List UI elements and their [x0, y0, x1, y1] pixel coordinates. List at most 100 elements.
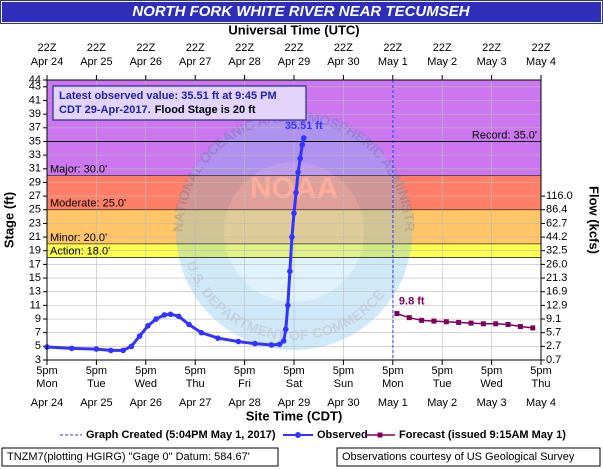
value-label: 35.51 ft: [285, 120, 323, 132]
title-bar: [0, 0, 603, 24]
y-tick-label: 7: [35, 327, 41, 339]
x2-tick-date: May 2: [427, 56, 457, 68]
x2-tick-label: 22Z: [235, 42, 254, 54]
y2-tick-label: 16.9: [546, 286, 567, 298]
observed-point: [285, 302, 291, 309]
x-tick-day: Thu: [186, 378, 205, 390]
y-tick-label: 11: [30, 299, 41, 311]
x2-tick-date: Apr 30: [327, 56, 359, 68]
x2-axis-title: Universal Time (UTC): [228, 22, 359, 37]
x2-tick-label: 22Z: [38, 42, 57, 54]
observed-point: [108, 347, 114, 354]
x2-tick-date: Apr 26: [130, 56, 162, 68]
chart-title: NORTH FORK WHITE RIVER NEAR TECUMSEH: [132, 3, 470, 20]
x-tick-day: Mon: [382, 378, 403, 390]
observed-point: [268, 342, 275, 348]
x-tick-date: May 1: [378, 397, 408, 409]
observed-point: [136, 333, 143, 339]
observed-point: [300, 135, 307, 141]
observed-point: [68, 345, 75, 352]
forecast-point: [493, 321, 499, 327]
forecast-point: [419, 317, 425, 323]
y2-tick-label: 21.3: [546, 272, 567, 284]
forecast-point: [394, 311, 400, 317]
forecast-point: [480, 321, 486, 327]
x-tick-day: Sun: [334, 378, 354, 390]
y-tick-label: 9: [35, 313, 41, 325]
y2-tick-label: 2.7: [546, 340, 561, 352]
y2-tick-label: 5.7: [546, 327, 561, 339]
observed-point: [276, 341, 283, 348]
x2-tick-date: Apr 28: [228, 56, 260, 68]
x-tick-day: Fri: [238, 378, 251, 390]
info-line1: Latest observed value: 35.51 ft at 9:45 …: [59, 90, 277, 102]
x2-tick-label: 22Z: [334, 42, 353, 54]
x-tick-label: 5pm: [135, 365, 156, 377]
observed-point: [291, 210, 297, 216]
x2-tick-label: 22Z: [383, 42, 402, 54]
legend-observed-marker: [295, 432, 301, 438]
info-line2-flood: Flood Stage is 20 ft: [155, 104, 256, 116]
x-tick-date: Apr 25: [80, 397, 112, 409]
x2-tick-date: Apr 25: [80, 56, 112, 68]
y-axis-title: Stage (ft): [1, 192, 16, 248]
observed-point: [175, 313, 182, 320]
observed-point: [186, 321, 192, 328]
y2-tick-label: 62.7: [546, 217, 567, 229]
y-tick-label: 41: [29, 94, 41, 106]
y2-axis-title: Flow (kcfs): [587, 186, 602, 254]
title-border: [1, 1, 602, 23]
plot-border: [46, 79, 542, 361]
observed-point: [93, 346, 100, 352]
x-tick-date: Apr 26: [130, 397, 162, 409]
observed-point: [295, 169, 301, 175]
observed-point: [153, 316, 159, 322]
flood-label: Action: 18.0': [50, 245, 110, 257]
observed-point: [252, 340, 258, 347]
flood-label: Minor: 20.0': [50, 232, 107, 244]
x2-tick-date: May 4: [526, 56, 556, 68]
x-tick-day: Wed: [480, 378, 502, 390]
observed-point: [293, 189, 299, 196]
x-tick-label: 5pm: [36, 365, 57, 377]
footer-left: TNZM7(plotting HGIRG) "Gage 0" Datum: 58…: [7, 451, 250, 463]
y-tick-label: 35: [29, 135, 41, 147]
x-tick-day: Thu: [532, 378, 551, 390]
x-tick-date: Apr 28: [228, 397, 260, 409]
x-tick-date: May 3: [477, 397, 507, 409]
y-tick-label: 27: [29, 190, 41, 202]
info-line2: CDT 29-Apr-2017. Flood Stage is 20 ft: [59, 104, 256, 116]
legend: Graph Created (5:04PM May 1, 2017) Obser…: [60, 429, 566, 441]
x-axis-title: Site Time (CDT): [246, 408, 343, 423]
forecast-point: [431, 318, 437, 324]
observed-point: [299, 142, 306, 148]
x2-tick-label: 22Z: [285, 42, 304, 54]
observed-point: [120, 347, 126, 354]
observed-point: [280, 338, 287, 344]
x2-tick-date: May 3: [477, 56, 507, 68]
record-label: Record: 35.0': [472, 129, 537, 141]
forecast-point: [530, 325, 536, 331]
x2-tick-label: 22Z: [87, 42, 106, 54]
x2-tick-label: 22Z: [186, 42, 205, 54]
y-tick-label: 37: [29, 122, 41, 134]
y-tick-label: 39: [29, 108, 41, 120]
flood-label: Moderate: 25.0': [50, 198, 126, 210]
legend-forecast-marker: [377, 432, 383, 438]
x-tick-date: Apr 27: [179, 397, 211, 409]
y2-tick-label: 32.5: [546, 245, 567, 257]
value-label: 9.8 ft: [399, 295, 425, 307]
y2-tick-label: 116.0: [546, 190, 573, 202]
y-tick-label: 5: [35, 340, 41, 352]
x-tick-label: 5pm: [530, 365, 551, 377]
x2-tick-date: Apr 29: [278, 56, 310, 68]
y2-tick-label: 9.1: [546, 313, 561, 325]
x-tick-label: 5pm: [431, 365, 452, 377]
legend-created-label: Graph Created (5:04PM May 1, 2017): [86, 429, 276, 441]
y-tick-label: 13: [29, 286, 41, 298]
observed-point: [145, 323, 151, 329]
plot-area: NATIONAL OCEANIC AND ATMOSPHERIC ADMINIS…: [0, 0, 573, 409]
y-tick-label: 17: [29, 258, 41, 270]
x2-tick-date: Apr 27: [179, 56, 211, 68]
